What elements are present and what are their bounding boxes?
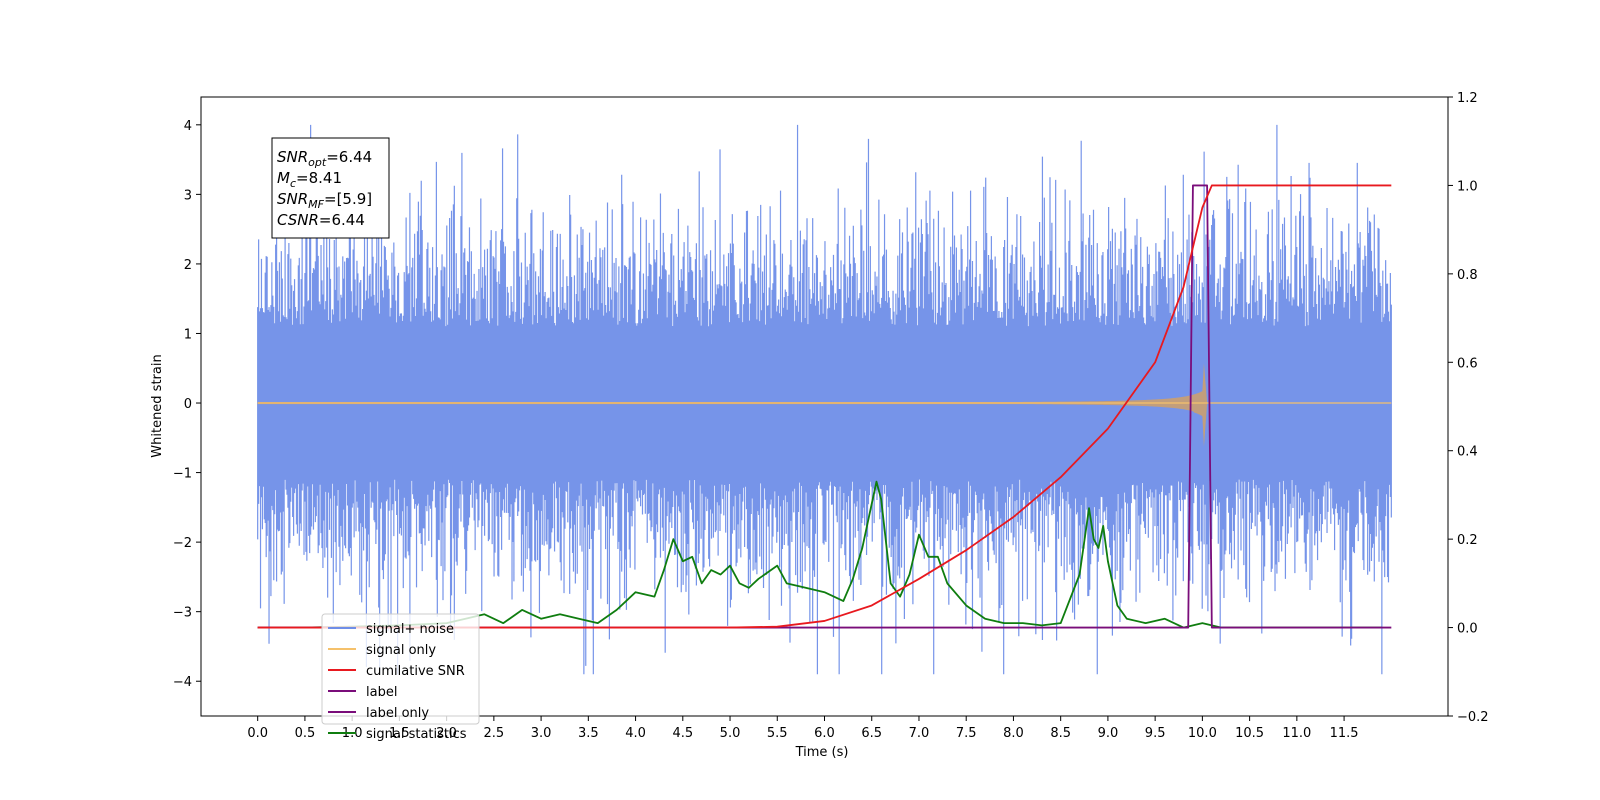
y-tick-label: −1 bbox=[173, 467, 192, 482]
x-tick-label: 6.0 bbox=[814, 726, 835, 741]
legend-label: cumilative SNR bbox=[366, 664, 465, 679]
right-y-tick-label: 1.0 bbox=[1457, 179, 1478, 194]
right-y-tick-label: −0.2 bbox=[1457, 710, 1489, 725]
annotation-var: CSNR bbox=[277, 211, 319, 229]
annotation-line: Mc=8.41 bbox=[277, 169, 342, 190]
annotation-var: M bbox=[277, 169, 290, 187]
x-tick-label: 8.5 bbox=[1050, 726, 1071, 741]
y-tick-label: −3 bbox=[173, 606, 192, 621]
x-tick-label: 8.0 bbox=[1003, 726, 1024, 741]
x-tick-label: 4.0 bbox=[625, 726, 646, 741]
legend-frame bbox=[321, 613, 480, 725]
annotation-value: =6.44 bbox=[319, 211, 365, 229]
annotation-value: =6.44 bbox=[326, 148, 372, 166]
legend-label: signal+ noise bbox=[366, 622, 454, 637]
x-tick-label: 5.5 bbox=[767, 726, 788, 741]
x-tick-label: 4.5 bbox=[672, 726, 693, 741]
x-tick-label: 11.0 bbox=[1282, 726, 1311, 741]
annotation-var: SNR bbox=[277, 190, 308, 208]
series-signal-statistics bbox=[257, 480, 1382, 629]
annotation-sub: c bbox=[290, 177, 296, 190]
annotation-line: SNRopt=6.44 bbox=[277, 148, 372, 169]
x-tick-label: 0.0 bbox=[247, 726, 268, 741]
x-axis: 0.0 0.5 1.0 1.5 2.0 2.5 3.0 3.5 4.0 4.5 5.0 5.5 6.0 6… bbox=[247, 716, 1359, 741]
y-tick-label: 0 bbox=[184, 397, 192, 412]
y-axis-label: Whitened strain bbox=[150, 354, 165, 457]
annotation-line: SNRMF=[5.9] bbox=[277, 190, 372, 211]
x-tick-label: 0.5 bbox=[295, 726, 316, 741]
legend-label: label bbox=[366, 685, 397, 700]
right-y-tick-label: 0.4 bbox=[1457, 445, 1478, 460]
y-tick-label: 4 bbox=[184, 119, 192, 134]
series-layer bbox=[257, 124, 1392, 675]
right-y-tick-label: 0.0 bbox=[1457, 622, 1478, 637]
right-y-tick-label: 0.6 bbox=[1457, 356, 1478, 371]
x-tick-label: 9.0 bbox=[1098, 726, 1119, 741]
x-tick-label: 9.5 bbox=[1145, 726, 1166, 741]
y-tick-label: −4 bbox=[173, 675, 192, 690]
x-tick-label: 3.0 bbox=[531, 726, 552, 741]
x-axis-label: Time (s) bbox=[795, 745, 849, 760]
series-cumulative-snr bbox=[257, 184, 1392, 629]
annotation-frame bbox=[271, 137, 390, 239]
annotation-sub: opt bbox=[308, 156, 327, 169]
y-tick-label: 1 bbox=[184, 327, 192, 342]
x-tick-label: 6.5 bbox=[861, 726, 882, 741]
right-y-tick-label: 0.8 bbox=[1457, 268, 1478, 283]
y-tick-label: 2 bbox=[184, 258, 192, 273]
right-y-tick-label: 1.2 bbox=[1457, 91, 1478, 106]
annotation-line: CSNR=6.44 bbox=[277, 211, 365, 229]
legend: signal+ noise signal only cumilative SNR la… bbox=[321, 613, 480, 742]
legend-label: signal only bbox=[366, 643, 436, 658]
annotation-value: =8.41 bbox=[296, 169, 342, 187]
x-tick-label: 7.0 bbox=[909, 726, 930, 741]
x-tick-label: 10.5 bbox=[1235, 726, 1264, 741]
y-tick-label: 3 bbox=[184, 188, 192, 203]
x-tick-label: 2.5 bbox=[484, 726, 505, 741]
x-tick-label: 11.5 bbox=[1330, 726, 1359, 741]
x-tick-label: 1.5 bbox=[389, 726, 410, 741]
x-tick-label: 2.0 bbox=[436, 726, 457, 741]
y-tick-label: −2 bbox=[173, 536, 192, 551]
annotation-value: =[5.9] bbox=[324, 190, 372, 208]
annotation-var: SNR bbox=[277, 148, 308, 166]
right-y-axis: 1.2 1.0 0.8 0.6 0.4 0.2 0.0 −0.2 bbox=[1448, 91, 1489, 725]
series-label bbox=[257, 184, 1392, 629]
legend-label: label only bbox=[366, 706, 429, 721]
legend-label: signal statistics bbox=[366, 727, 467, 742]
x-tick-label: 3.5 bbox=[578, 726, 599, 741]
x-tick-label: 5.0 bbox=[720, 726, 741, 741]
x-tick-label: 10.0 bbox=[1188, 726, 1217, 741]
x-tick-label: 7.5 bbox=[956, 726, 977, 741]
left-y-axis: 4 3 2 1 0 −1 −2 −3 −4 bbox=[173, 119, 201, 690]
annotation-sub: MF bbox=[308, 198, 324, 211]
right-y-tick-label: 0.2 bbox=[1457, 533, 1478, 548]
